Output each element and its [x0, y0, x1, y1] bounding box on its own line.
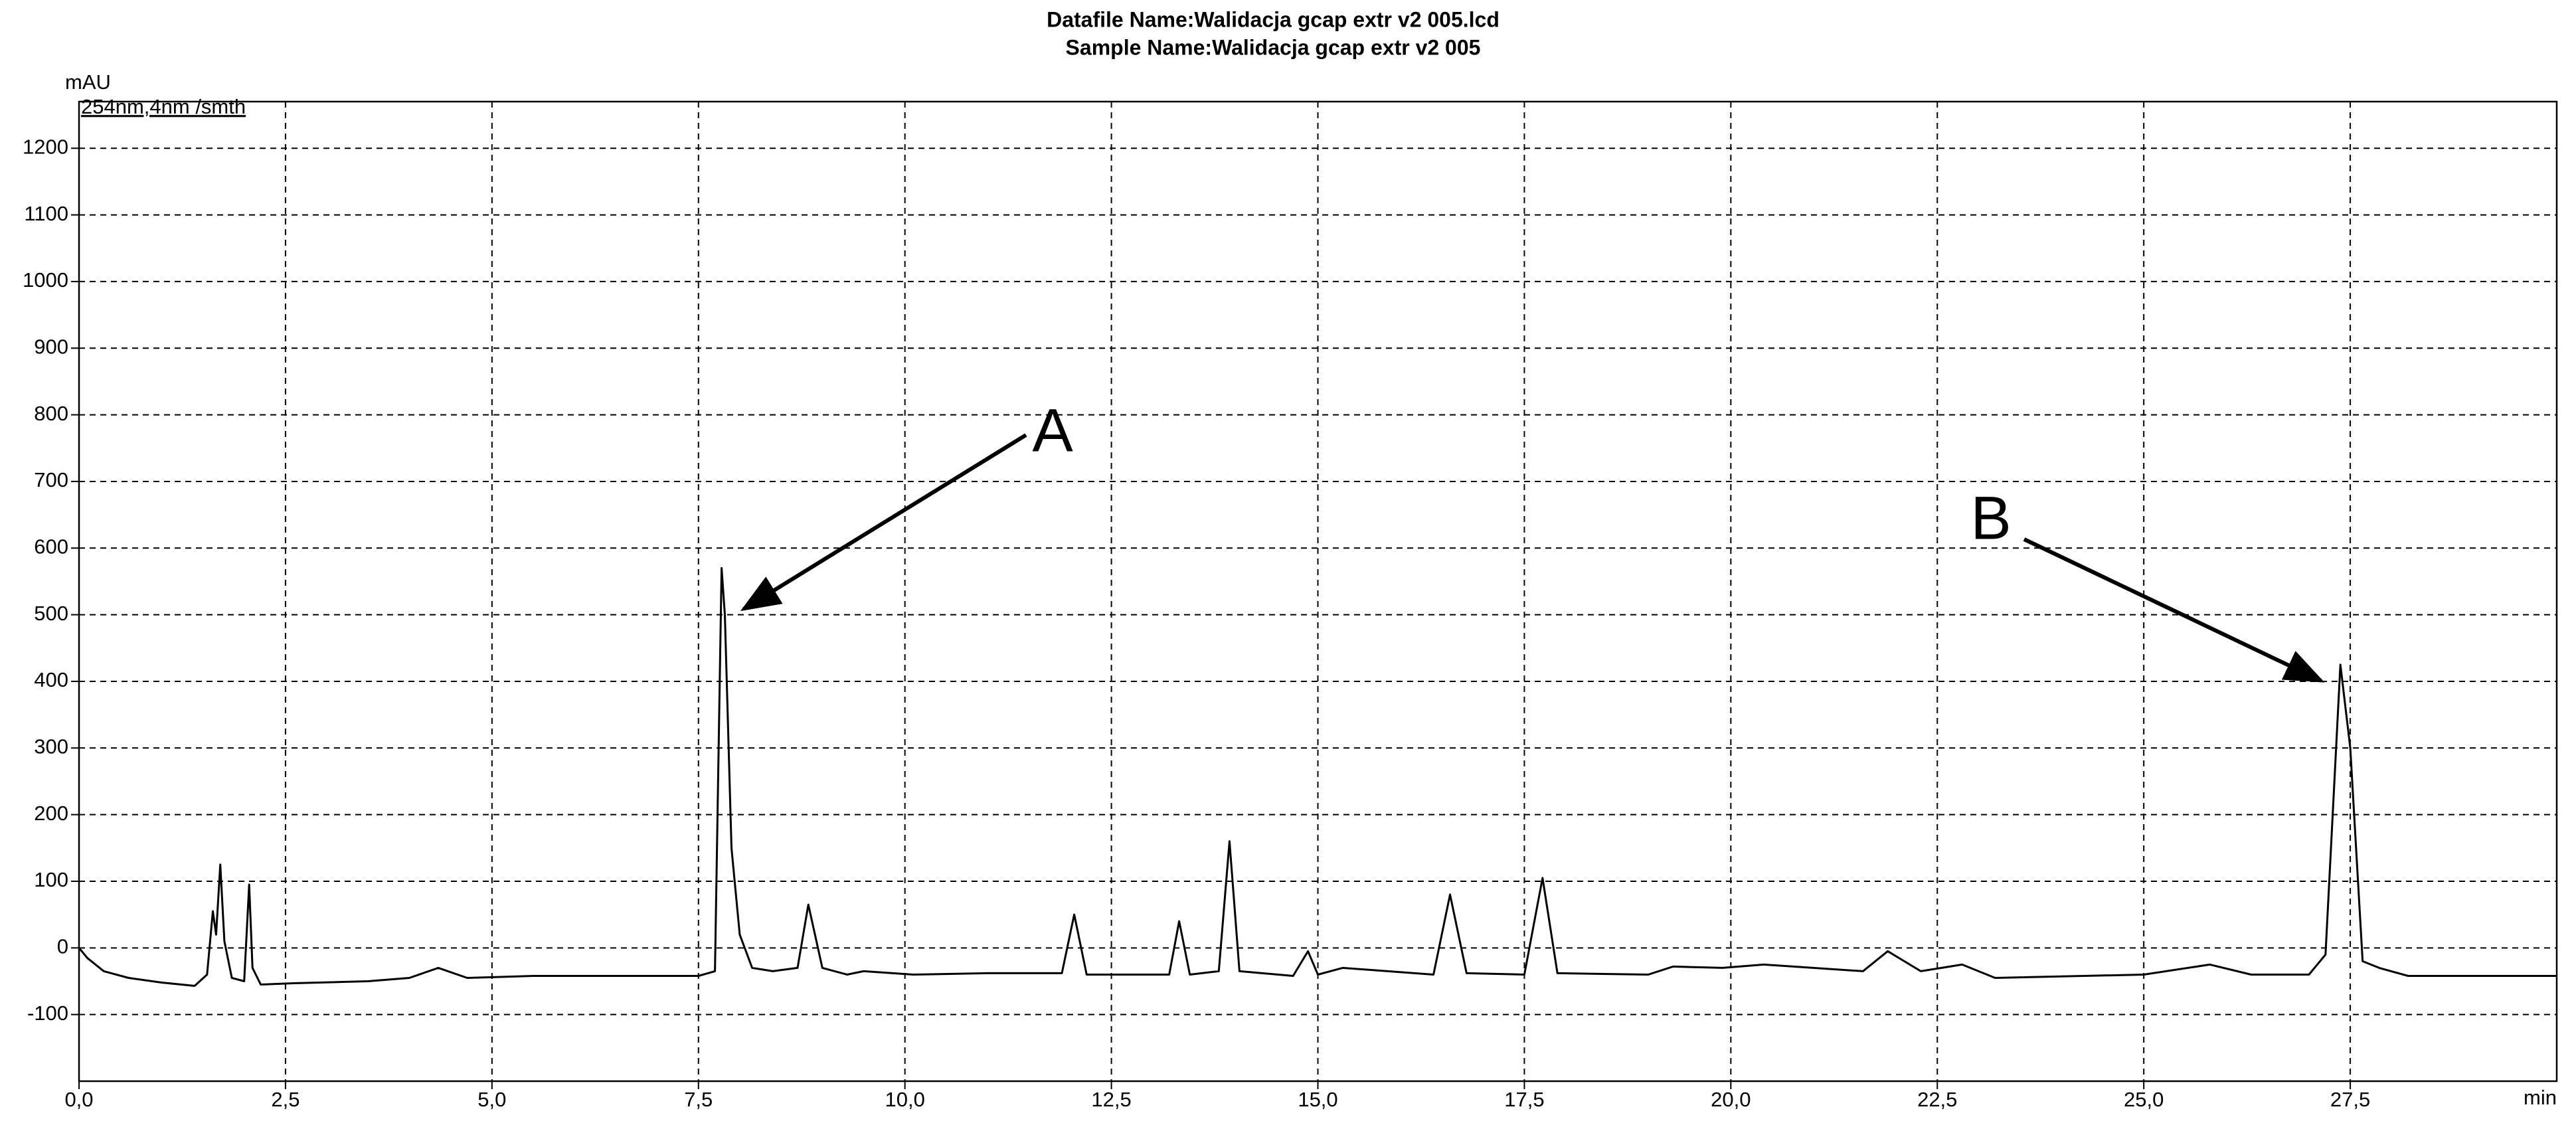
y-tick-label: 1000 [23, 268, 68, 292]
chromatogram-line [78, 566, 2557, 987]
arrow [2023, 537, 2325, 683]
x-tick-label: 25,0 [2124, 1088, 2164, 1111]
y-tick-label: 300 [34, 735, 68, 758]
x-tick-label: 17,5 [1504, 1088, 1544, 1111]
x-tick-label: 27,5 [2330, 1088, 2370, 1111]
y-tick-label: 900 [34, 335, 68, 358]
x-tick-label: 10,0 [885, 1088, 924, 1111]
chart-title: Datafile Name:Walidacja gcap extr v2 005… [1047, 7, 1500, 31]
y-tick-label: 200 [34, 802, 68, 825]
y-tick-label: 400 [34, 668, 68, 691]
y-tick-label: 0 [57, 935, 68, 958]
x-tick-label: 2,5 [271, 1088, 300, 1111]
x-tick-label: 20,0 [1711, 1088, 1751, 1111]
y-tick-label: 500 [34, 602, 68, 625]
x-tick-label: 0,0 [64, 1088, 93, 1111]
y-tick-label: -100 [27, 1001, 68, 1025]
y-tick-label: 600 [34, 535, 68, 558]
chart-subtitle: Sample Name:Walidacja gcap extr v2 005 [1066, 35, 1481, 59]
x-tick-label: 5,0 [477, 1088, 506, 1111]
y-tick-label: 800 [34, 402, 68, 425]
x-tick-label: 15,0 [1298, 1088, 1337, 1111]
y-tick-label: 100 [34, 868, 68, 891]
y-tick-label: 700 [34, 468, 68, 491]
x-tick-label: 7,5 [684, 1088, 713, 1111]
y-axis-label: mAU [65, 70, 111, 94]
y-tick-label: 1200 [23, 135, 68, 158]
x-axis-label: min [2524, 1086, 2557, 1109]
y-tick-label: 1100 [24, 202, 68, 225]
x-tick-label: 12,5 [1091, 1088, 1131, 1111]
legend-entry: 254nm,4nm /smth [81, 95, 246, 118]
annotation: B [1970, 484, 2011, 552]
arrow [740, 433, 1027, 612]
x-tick-label: 22,5 [1917, 1088, 1957, 1111]
annotation: A [1032, 396, 1073, 464]
